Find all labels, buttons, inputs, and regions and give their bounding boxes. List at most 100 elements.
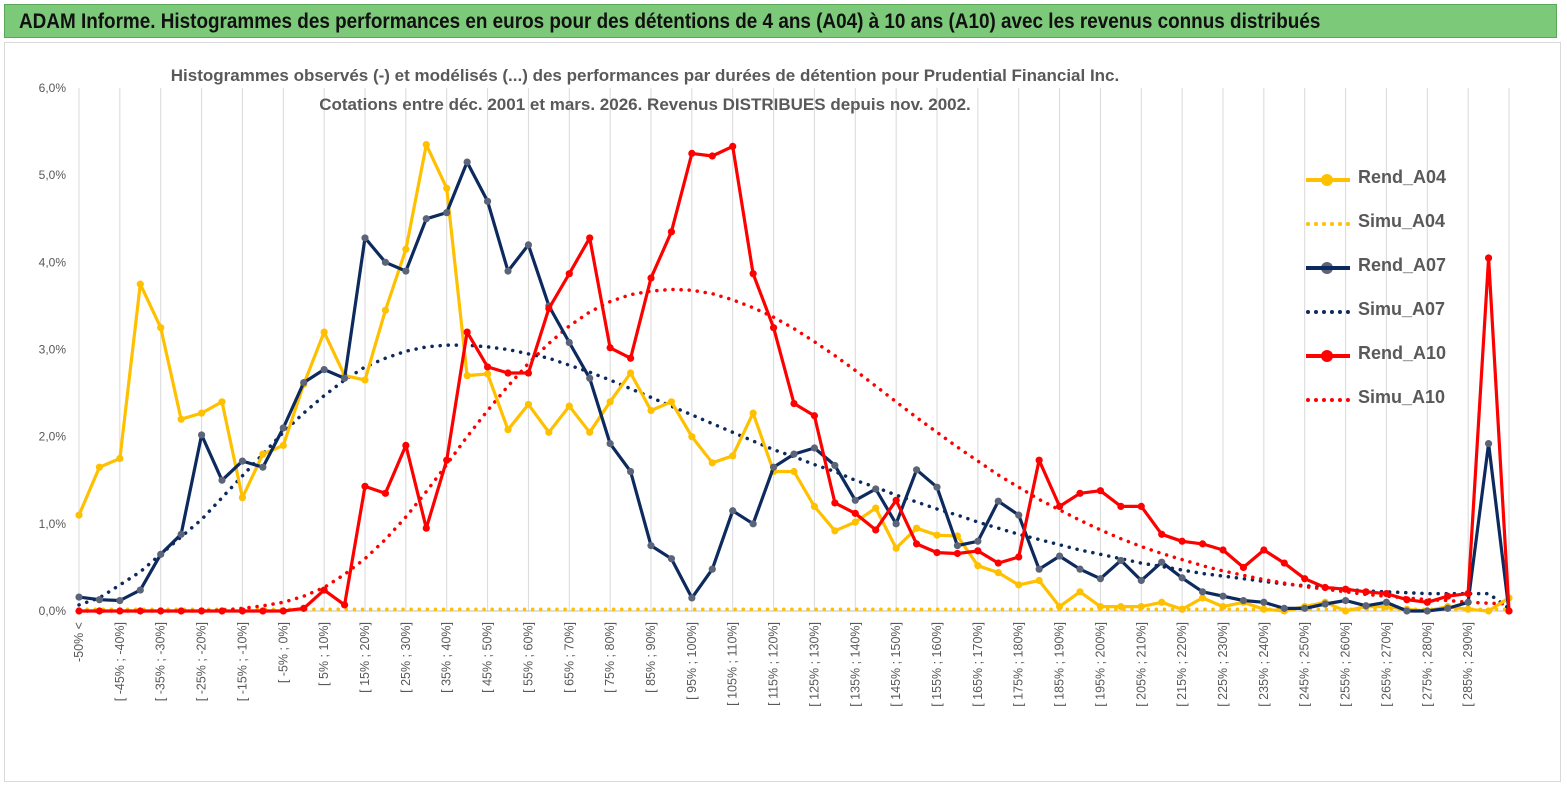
data-point — [1423, 598, 1431, 606]
data-point — [1076, 565, 1084, 573]
chart-title-line-2: Cotations entre déc. 2001 et mars. 2026.… — [319, 95, 971, 114]
data-point — [667, 555, 676, 563]
data-point — [340, 601, 349, 609]
data-point — [116, 596, 124, 605]
data-point — [320, 365, 328, 374]
data-point — [729, 452, 737, 460]
data-point — [790, 399, 798, 408]
data-point — [1301, 604, 1309, 612]
data-point — [994, 497, 1002, 505]
data-point — [1158, 530, 1166, 538]
data-point — [197, 607, 206, 615]
data-point — [606, 440, 614, 448]
y-tick-label: 0,0% — [39, 604, 67, 618]
data-point — [1301, 575, 1309, 583]
legend-item: Simu_A07 — [1306, 292, 1526, 336]
data-point — [1341, 607, 1350, 615]
data-point — [545, 304, 553, 313]
data-point — [1484, 254, 1493, 262]
data-point — [1178, 605, 1186, 613]
x-tick-label: [ 175% ; 180%] — [1012, 622, 1026, 707]
data-point — [688, 149, 696, 157]
legend-swatch — [1306, 178, 1350, 182]
data-point — [361, 234, 369, 242]
data-point — [1280, 604, 1288, 612]
data-point — [238, 494, 247, 502]
data-point — [279, 424, 287, 432]
data-point — [1239, 596, 1248, 605]
data-point — [1239, 563, 1248, 572]
x-tick-label: [ 215% ; 220%] — [1175, 622, 1189, 707]
x-tick-label: [ 135% ; 140%] — [848, 622, 862, 707]
data-point — [1178, 574, 1186, 582]
legend-item: Simu_A04 — [1306, 204, 1526, 248]
x-tick-label: [ 205% ; 210%] — [1134, 622, 1148, 707]
data-point — [1178, 537, 1186, 545]
legend-label: Simu_A07 — [1358, 299, 1446, 319]
data-point — [1117, 502, 1125, 510]
data-point — [136, 586, 144, 594]
data-point — [1076, 588, 1084, 596]
data-point — [831, 499, 839, 507]
series-rend_a04 — [75, 141, 1513, 615]
x-tick-label: [ 145% ; 150%] — [889, 622, 903, 707]
data-point — [1137, 603, 1145, 611]
data-point — [1362, 588, 1370, 596]
data-point — [912, 466, 921, 474]
data-point — [1015, 553, 1023, 561]
data-point — [953, 542, 962, 550]
x-tick-label: [ 105% ; 110%] — [726, 622, 740, 706]
data-point — [259, 463, 267, 471]
data-point — [1341, 596, 1350, 605]
data-point — [95, 596, 104, 604]
x-tick-label: [ 25% ; 30%] — [399, 622, 413, 693]
legend-label: Simu_A04 — [1358, 211, 1446, 231]
x-tick-label: [ 225% ; 230%] — [1216, 622, 1230, 707]
data-point — [647, 542, 655, 550]
data-point — [892, 496, 900, 504]
x-tick-label: [ 185% ; 190%] — [1053, 622, 1067, 707]
series-rend_a07 — [75, 158, 1513, 615]
data-point — [810, 502, 819, 510]
data-point — [1403, 607, 1411, 615]
y-tick-label: 1,0% — [39, 517, 67, 531]
x-tick-label: [ 55% ; 60%] — [521, 622, 535, 693]
x-tick-label: [ -5% ; 0%] — [276, 622, 290, 683]
data-point — [116, 454, 124, 463]
y-tick-label: 5,0% — [39, 168, 67, 182]
data-point — [1219, 546, 1227, 554]
data-point — [933, 531, 941, 539]
legend-swatch — [1306, 354, 1350, 358]
data-point — [381, 306, 390, 314]
data-point — [688, 594, 696, 602]
data-point — [483, 370, 492, 378]
data-point — [586, 374, 594, 382]
data-point — [626, 369, 635, 377]
data-point — [443, 209, 451, 217]
data-point — [708, 459, 716, 467]
data-point — [892, 544, 900, 552]
data-point — [259, 450, 267, 458]
data-point — [1055, 552, 1064, 560]
data-point — [933, 548, 941, 557]
legend-item: Rend_A07 — [1306, 248, 1526, 292]
data-point — [279, 441, 287, 449]
data-point — [994, 559, 1002, 567]
data-point — [892, 520, 900, 528]
data-point — [606, 398, 614, 406]
data-point — [95, 463, 104, 471]
y-tick-label: 3,0% — [39, 343, 67, 357]
report-title: ADAM Informe. Histogrammes des performan… — [19, 10, 1321, 33]
data-point — [1198, 588, 1207, 596]
data-point — [769, 463, 778, 471]
x-tick-label: [ -25% ; -20%] — [195, 622, 209, 701]
data-point — [1260, 546, 1268, 554]
data-point — [300, 379, 308, 387]
data-point — [320, 586, 328, 594]
data-point — [136, 607, 144, 615]
data-point — [1158, 598, 1166, 606]
data-point — [1055, 603, 1064, 611]
data-point — [749, 409, 757, 417]
data-point — [1464, 589, 1472, 598]
data-point — [1219, 603, 1227, 611]
